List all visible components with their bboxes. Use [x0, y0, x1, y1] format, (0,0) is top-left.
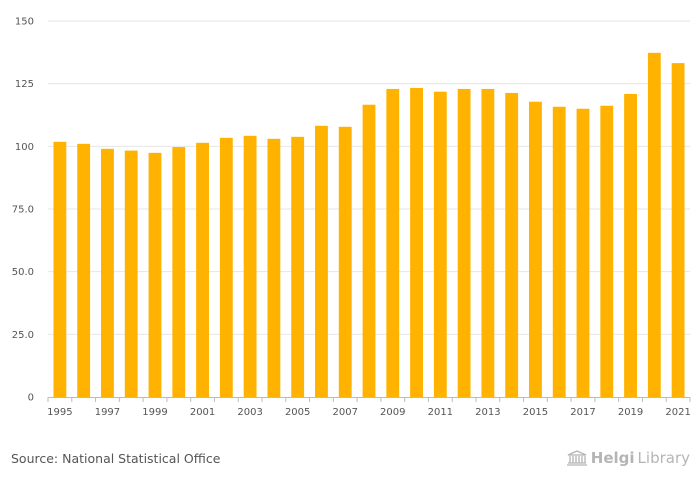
- bar-2002: [219, 137, 233, 397]
- x-tick-label: 2007: [332, 407, 357, 418]
- bar-2014: [505, 92, 519, 397]
- library-building-icon: [566, 450, 587, 466]
- bar-2003: [243, 135, 257, 397]
- x-tick-label: 2001: [190, 407, 215, 418]
- x-tick-label: 2021: [665, 407, 690, 418]
- bar-chart: 0 25.0 50.0 75.0 100 125 150 1995 1997 1999 2001 2…: [12, 17, 691, 419]
- bar-2011: [433, 91, 447, 398]
- x-tick-label: 1999: [142, 407, 167, 418]
- bar-2021: [671, 63, 685, 397]
- bar-2004: [267, 138, 281, 397]
- y-tick-label: 125: [15, 79, 34, 90]
- bar-2001: [196, 142, 209, 397]
- bar-2007: [338, 126, 352, 397]
- bar-1995: [53, 141, 67, 397]
- bar-2015: [529, 101, 542, 398]
- y-tick-label: 0: [28, 393, 34, 404]
- bar-1997: [101, 148, 114, 397]
- x-tick-label: 2017: [570, 407, 595, 418]
- bar-2020: [647, 52, 661, 398]
- bar-1998: [124, 150, 138, 397]
- bar-series: [53, 52, 685, 398]
- y-tick-label: 50.0: [12, 267, 34, 278]
- bar-2010: [410, 87, 423, 397]
- x-tick-label: 2003: [237, 407, 262, 418]
- y-tick-label: 25.0: [12, 330, 34, 341]
- y-tick-label: 75.0: [12, 205, 34, 216]
- bar-2019: [624, 93, 637, 397]
- bar-2013: [481, 88, 495, 397]
- x-tick-label: 2011: [428, 407, 453, 418]
- bar-2012: [457, 88, 471, 397]
- bar-2017: [576, 108, 590, 397]
- bar-1996: [77, 143, 91, 397]
- y-tick-label: 150: [15, 17, 34, 28]
- bar-2016: [552, 106, 566, 397]
- bar-2018: [600, 105, 614, 397]
- bar-2005: [291, 136, 305, 398]
- x-axis: [47, 397, 691, 402]
- x-tick-label: 2019: [618, 407, 643, 418]
- y-axis-tick-labels: 0 25.0 50.0 75.0 100 125 150: [12, 17, 34, 404]
- logo-text-helgi: Helgi: [590, 449, 635, 467]
- helgi-library-logo: Helgi Library: [566, 449, 690, 467]
- y-tick-label: 100: [15, 142, 34, 153]
- logo-text-library: Library: [637, 449, 690, 467]
- bar-2008: [362, 104, 376, 398]
- bar-2009: [386, 88, 400, 397]
- bar-2000: [172, 147, 186, 397]
- x-tick-label: 2005: [285, 407, 310, 418]
- bar-1999: [148, 152, 162, 397]
- source-note: Source: National Statistical Office: [11, 451, 221, 466]
- x-tick-label: 2015: [523, 407, 548, 418]
- x-tick-label: 2013: [475, 407, 500, 418]
- x-tick-label: 1995: [47, 407, 72, 418]
- x-axis-tick-labels: 1995 1997 1999 2001 2003 2005 2007 2009 2011 2013…: [47, 407, 691, 418]
- bar-2006: [315, 125, 328, 398]
- x-tick-label: 1997: [95, 407, 120, 418]
- x-tick-label: 2009: [380, 407, 405, 418]
